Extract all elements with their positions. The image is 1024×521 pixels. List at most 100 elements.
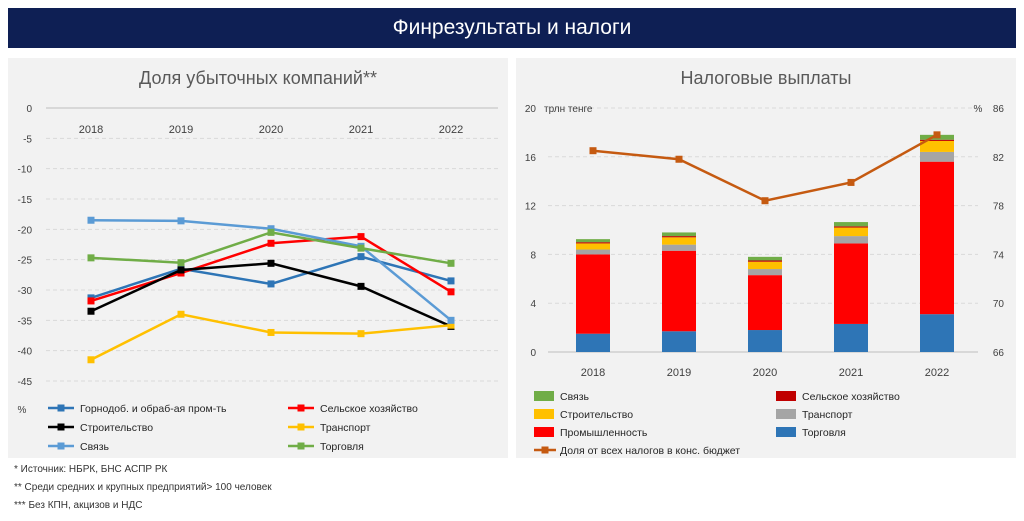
legend-marker [541, 446, 549, 454]
share-point [761, 197, 769, 205]
x-tick-label: 2022 [439, 124, 463, 136]
data-point [447, 259, 455, 267]
data-point [267, 225, 275, 233]
share-line [592, 133, 938, 203]
y-tick-label: 16 [525, 153, 537, 164]
data-point [87, 216, 95, 224]
bar-segment [662, 331, 696, 352]
header-banner: Финрезультаты и налоги [8, 8, 1016, 48]
legend-marker [534, 409, 554, 419]
y2-tick-label: 70 [993, 299, 1005, 310]
legend-label: Горнодоб. и обраб-ая пром-ть [80, 403, 227, 415]
y-tick-label: 12 [525, 202, 537, 213]
y2-tick-label: 66 [993, 348, 1005, 359]
y2-tick-label: 74 [993, 250, 1005, 261]
data-point [177, 310, 185, 318]
data-point [87, 356, 95, 364]
bar-segment [662, 237, 696, 245]
y-tick-label: 0 [530, 348, 536, 359]
data-point [447, 288, 455, 296]
data-point [267, 239, 275, 247]
legend-marker [776, 427, 796, 437]
x-tick-label: 2022 [925, 367, 949, 379]
chart-title: Доля убыточных компаний** [139, 68, 377, 88]
bar-segment [748, 256, 782, 261]
y2-tick-label: 78 [993, 202, 1005, 213]
legend-label: Сельское хозяйство [802, 391, 900, 403]
bar-segment [576, 333, 610, 352]
bar-segment [662, 244, 696, 251]
bar-segment [662, 236, 696, 238]
legend-label: Транспорт [802, 409, 853, 421]
bar-segment [920, 314, 954, 352]
data-point [447, 321, 455, 329]
share-point [933, 131, 941, 139]
legend-label: Строительство [560, 409, 633, 421]
share-point [589, 147, 597, 155]
y2-tick-label: 82 [993, 153, 1005, 164]
data-point [87, 307, 95, 315]
y-tick-label: -40 [18, 347, 33, 358]
bar-segment [834, 222, 868, 227]
series-line [90, 262, 452, 328]
bar-segment [920, 161, 954, 315]
bar-segment [834, 227, 868, 237]
bar-segment [748, 261, 782, 270]
y2-tick-label: 86 [993, 104, 1005, 115]
x-tick-label: 2020 [753, 367, 777, 379]
y-tick-label: 20 [525, 104, 537, 115]
data-point [177, 217, 185, 225]
series-line [90, 312, 452, 361]
y-tick-label: -5 [23, 134, 32, 145]
y-tick-label: -35 [18, 316, 33, 327]
data-point [357, 244, 365, 252]
x-tick-label: 2020 [259, 124, 283, 136]
data-point [267, 259, 275, 267]
y-tick-label: 0 [26, 104, 32, 115]
y-axis-label: трлн тенге [544, 104, 593, 115]
y-tick-label: -45 [18, 377, 33, 388]
legend-label: Торговля [320, 441, 364, 453]
tax-payments-panel: Налоговые выплаты 0 4 8 12 16 20 трлн тенге 66 70… [516, 58, 1016, 458]
x-tick-label: 2019 [667, 367, 691, 379]
y-tick-label: -30 [18, 286, 33, 297]
y2-axis-label: % [974, 104, 983, 115]
legend-marker [57, 423, 65, 431]
data-point [357, 233, 365, 241]
bar-segment [576, 249, 610, 255]
chart-title: Налоговые выплаты [681, 68, 852, 88]
bar-segment [834, 226, 868, 228]
x-tick-label: 2018 [581, 367, 605, 379]
legend-marker [57, 442, 65, 450]
footnote-taxes: *** Без КПН, акцизов и НДС [14, 500, 143, 511]
bar-segment [576, 254, 610, 334]
bar-segment [748, 260, 782, 262]
legend-label: Сельское хозяйство [320, 403, 418, 415]
bar-segment [920, 139, 954, 141]
legend-label: Торговля [802, 427, 846, 439]
legend-marker [776, 391, 796, 401]
y-tick-label: -10 [18, 165, 33, 176]
data-point [447, 277, 455, 285]
x-tick-label: 2021 [839, 367, 863, 379]
bar-segment [920, 151, 954, 162]
data-point [87, 297, 95, 305]
bar-segment [748, 275, 782, 331]
legend-label: Транспорт [320, 422, 371, 434]
data-point [357, 253, 365, 261]
loss-share-chart: Доля убыточных компаний** 0 -5 -10 -15 -20 -25… [18, 68, 498, 453]
bar-segment [576, 242, 610, 244]
y-unit-label: % [18, 405, 27, 416]
legend-marker [534, 427, 554, 437]
bar-segment [662, 232, 696, 237]
loss-share-panel: Доля убыточных компаний** 0 -5 -10 -15 -20 -25… [8, 58, 508, 458]
y-tick-label: -20 [18, 225, 33, 236]
legend-label: Связь [80, 441, 110, 453]
share-point [675, 155, 683, 163]
x-tick-label: 2021 [349, 124, 373, 136]
bar-segment [662, 250, 696, 332]
x-tick-label: 2019 [169, 124, 193, 136]
bar-segment [576, 243, 610, 250]
footnote-companies: ** Среди средних и крупных предприятий> … [14, 482, 272, 493]
legend-marker [57, 404, 65, 412]
